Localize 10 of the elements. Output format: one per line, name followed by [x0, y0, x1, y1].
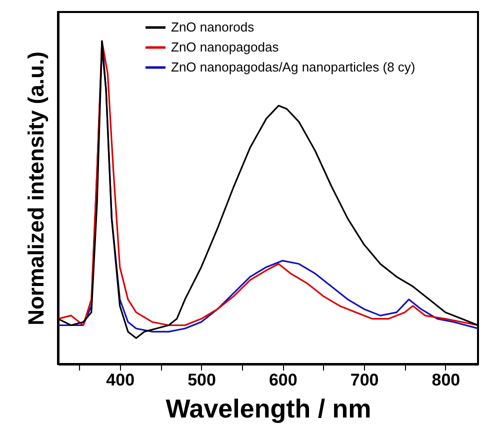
x-tick-label: 500 — [188, 370, 216, 390]
legend-label: ZnO nanorods — [171, 20, 255, 34]
x-axis-title: Wavelength / nm — [166, 394, 372, 424]
x-tick-label: 400 — [106, 370, 135, 390]
x-tick-label: 700 — [350, 370, 379, 390]
legend-label: ZnO nanopagodas — [171, 40, 280, 54]
x-tick-label: 800 — [432, 370, 460, 390]
legend-label: ZnO nanopagodas/Ag nanoparticles (8 cy) — [171, 60, 416, 74]
y-axis-title: Normalized intensity (a.u.) — [24, 52, 48, 326]
x-tick-label: 600 — [268, 370, 298, 390]
